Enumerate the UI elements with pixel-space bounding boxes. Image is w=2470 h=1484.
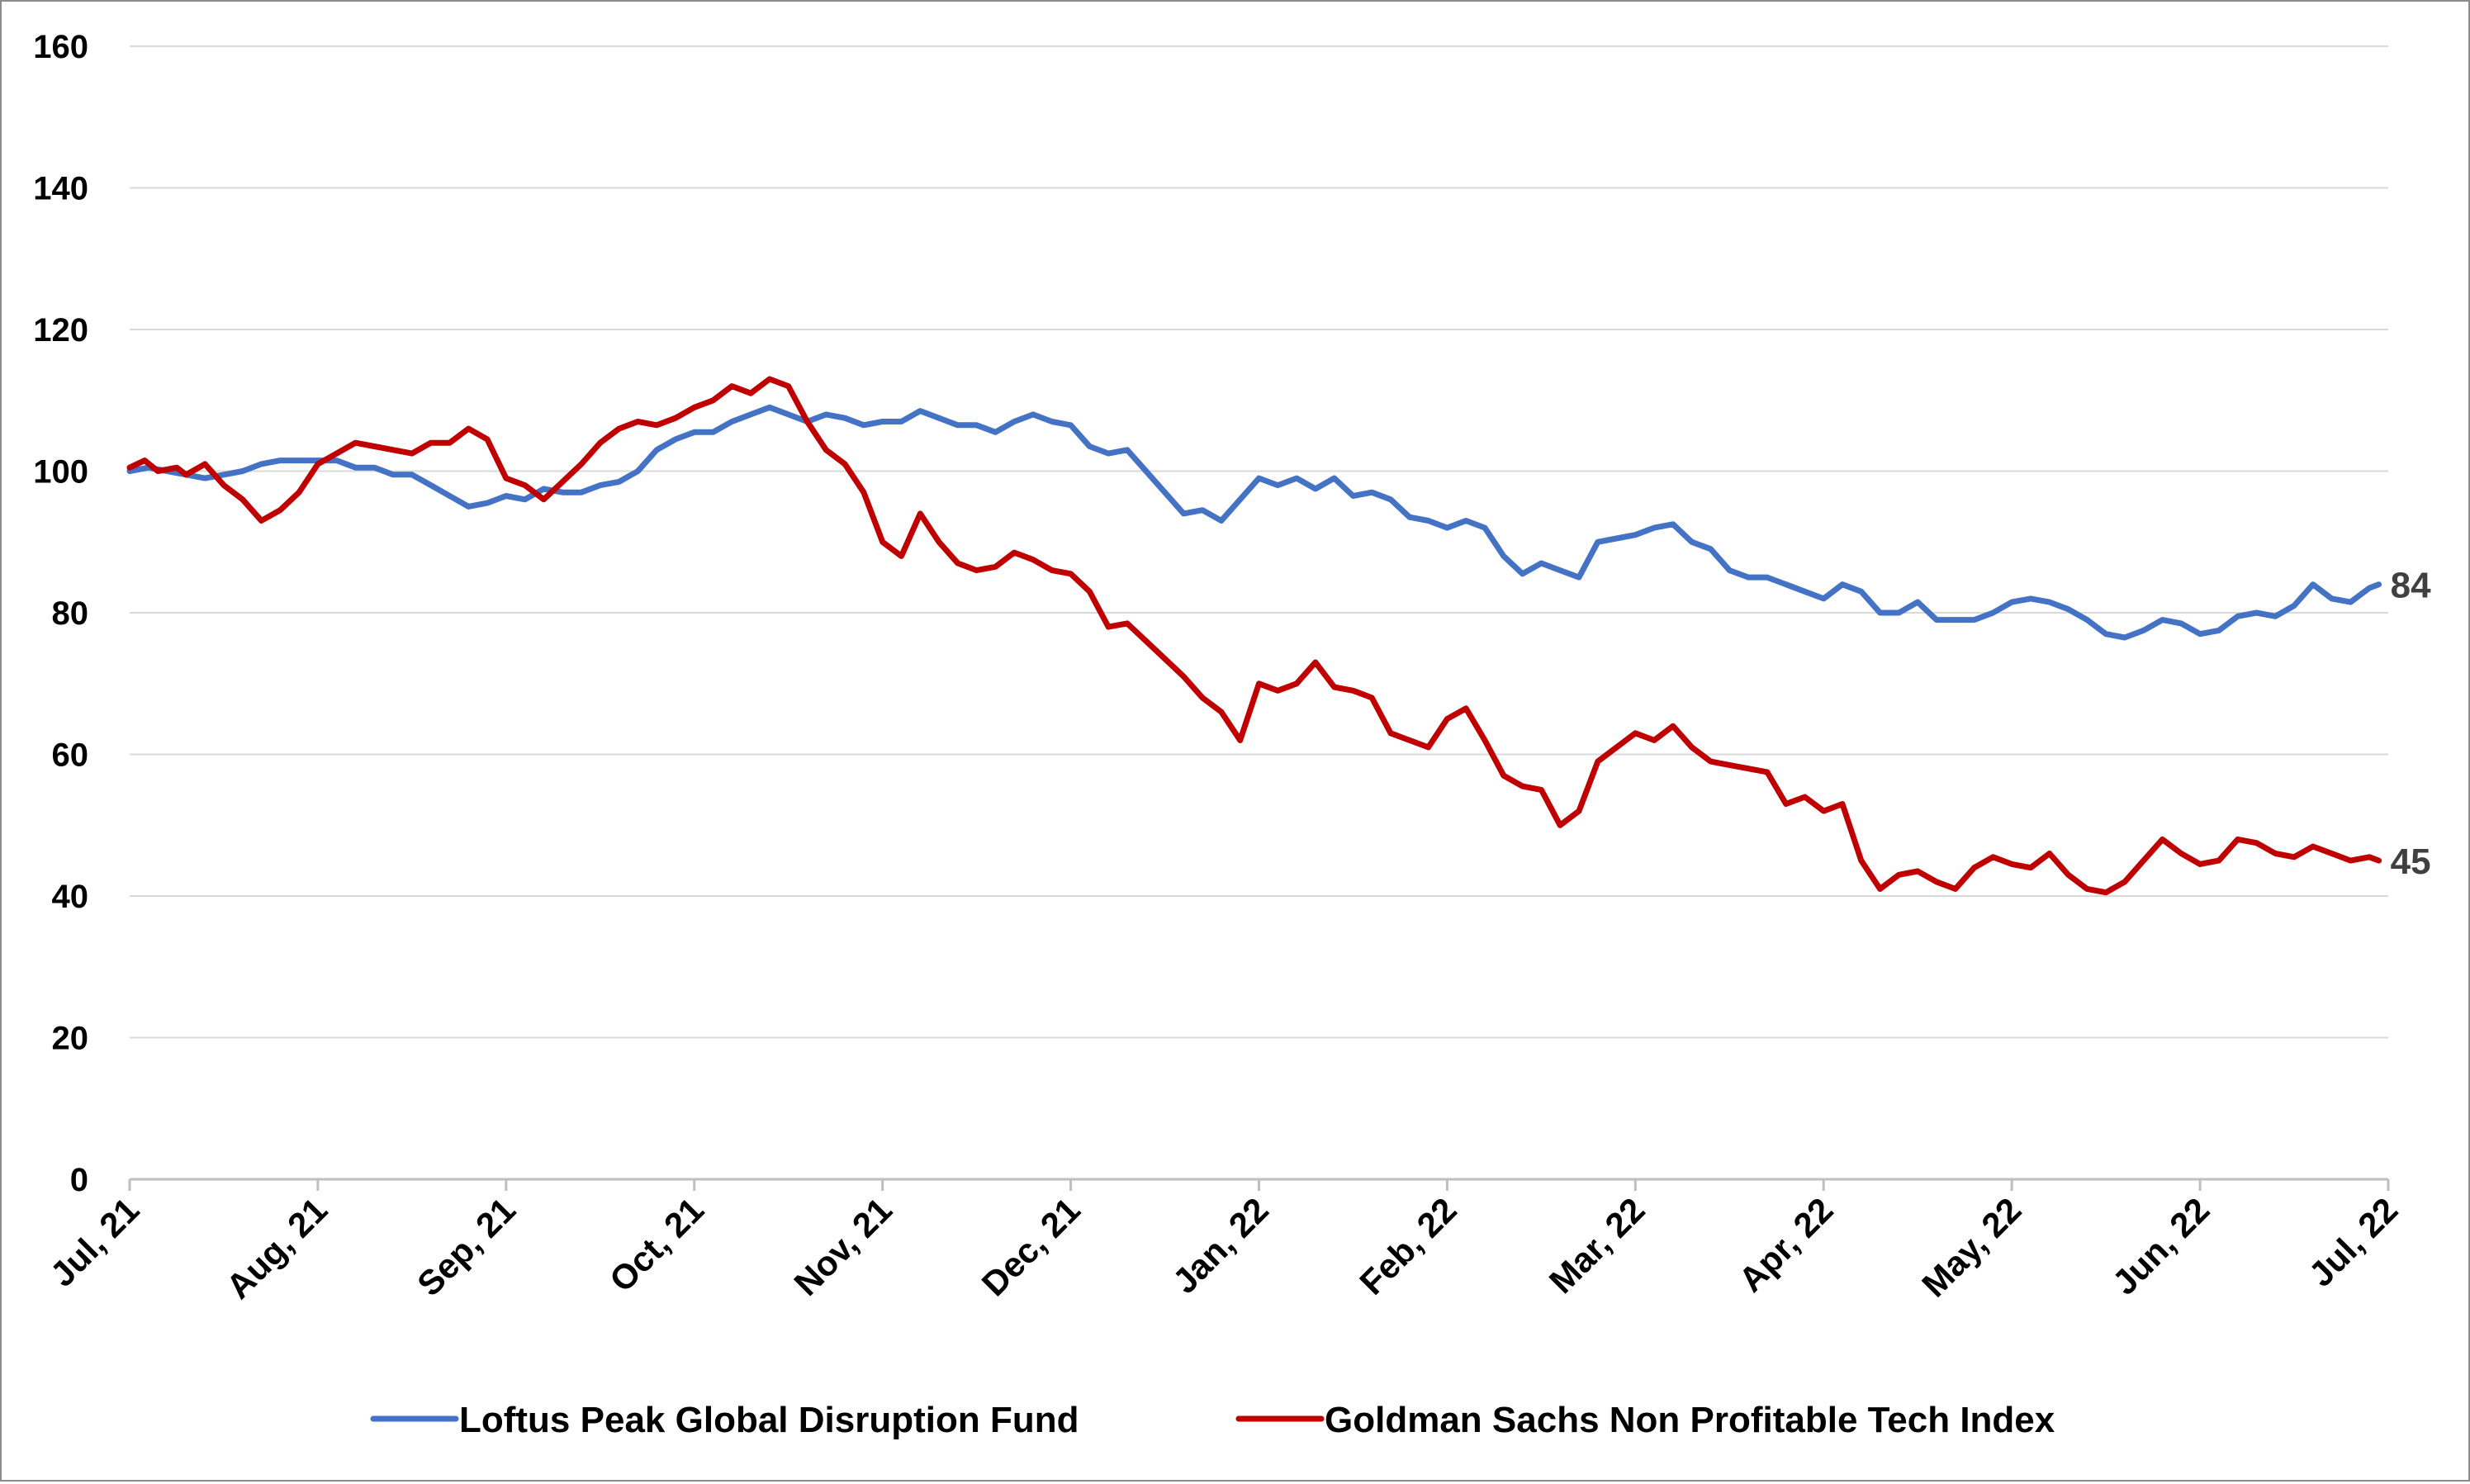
y-tick-label: 20: [52, 1021, 89, 1057]
x-tick-label: Sep, 21: [410, 1190, 523, 1303]
legend-label: Loftus Peak Global Disruption Fund: [459, 1400, 1079, 1440]
y-tick-label: 40: [52, 879, 89, 915]
x-tick-label: Jan, 22: [1165, 1190, 1276, 1301]
y-tick-label: 100: [33, 454, 88, 491]
legend: Loftus Peak Global Disruption Fund Goldma…: [370, 1400, 2055, 1440]
series-end-label: 45: [2391, 842, 2431, 882]
x-tick-label: Nov, 21: [786, 1190, 899, 1303]
y-tick-label: 80: [52, 595, 89, 632]
gridlines: [130, 45, 2388, 1039]
x-tick-label: Apr, 22: [1731, 1190, 1840, 1299]
x-tick-label: Mar, 22: [1542, 1190, 1652, 1301]
y-axis: 0 20 40 60 80 100 120 140 160: [33, 29, 88, 1198]
series-end-label: 84: [2391, 566, 2431, 606]
x-tick-label: Feb, 22: [1352, 1190, 1464, 1302]
x-tick-label: Jun, 22: [2105, 1190, 2217, 1302]
x-axis: [128, 1178, 2390, 1191]
y-tick-label: 140: [33, 171, 88, 207]
y-tick-label: 160: [33, 29, 88, 65]
x-axis-labels: Jul, 21 Aug, 21 Sep, 21 Oct, 21 Nov, 21 Dec, …: [43, 1190, 2406, 1306]
y-tick-label: 60: [52, 737, 89, 774]
y-tick-label: 120: [33, 312, 88, 348]
x-tick-label: Jul, 21: [43, 1190, 147, 1294]
x-tick-label: Jul, 22: [2302, 1190, 2406, 1294]
series-line: [126, 404, 2382, 641]
x-tick-label: Dec, 21: [974, 1190, 1088, 1303]
series-line: [126, 376, 2382, 896]
x-tick-label: May, 22: [1914, 1190, 2028, 1304]
x-tick-label: Aug, 21: [219, 1190, 335, 1306]
y-tick-label: 0: [70, 1162, 88, 1198]
series-lines: [126, 376, 2382, 896]
series-end-labels: 84 45: [2391, 566, 2431, 882]
x-tick-label: Oct, 21: [602, 1190, 711, 1299]
legend-label: Goldman Sachs Non Profitable Tech Index: [1325, 1400, 2055, 1440]
